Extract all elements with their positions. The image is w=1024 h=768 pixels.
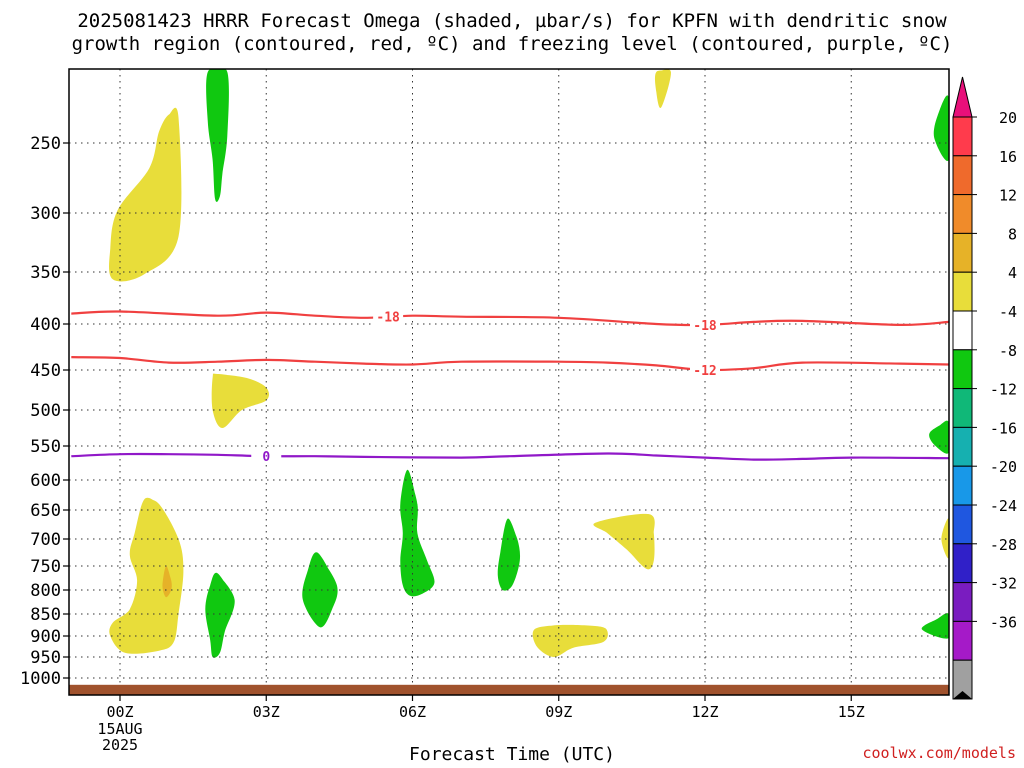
x-date-label-1: 15AUG	[97, 720, 142, 738]
omega-region-15	[941, 518, 949, 559]
omega-region-5	[211, 373, 270, 428]
colorbar-label-9: -16	[990, 419, 1017, 437]
contour-dgz_-18	[71, 310, 949, 327]
y-tick-label-400: 400	[30, 315, 61, 335]
x-tick-label-12Z: 12Z	[691, 703, 718, 721]
y-tick-label-850: 850	[30, 605, 61, 625]
y-tick-label-800: 800	[30, 581, 61, 601]
contour-label-dgz_-18: -18	[693, 319, 717, 334]
colorbar-label-12: -28	[990, 536, 1017, 554]
colorbar-label-5: 4	[1008, 264, 1017, 282]
y-tick-label-750: 750	[30, 557, 61, 577]
omega-region-13	[593, 513, 655, 570]
chart-title-line-2: growth region (contoured, red, ºC) and f…	[71, 33, 953, 55]
omega-region-7	[109, 497, 184, 654]
omega-region-10	[302, 552, 338, 628]
colorbar-swatch-4	[952, 232, 973, 273]
colorbar-swatch-9	[952, 426, 973, 467]
contour-label-dgz_-12: -12	[693, 364, 716, 379]
colorbar-swatch-1	[952, 116, 973, 157]
colorbar-label-7: -8	[999, 342, 1017, 360]
y-tick-label-300: 300	[30, 204, 61, 224]
colorbar-label-2: 16	[999, 148, 1017, 166]
colorbar-swatch-7	[952, 349, 973, 390]
plot-frame	[68, 68, 950, 696]
colorbar: 20 16 12 8 4 -4 -8 -12 -16 -20 -24 -28 -32 -36	[952, 76, 1017, 700]
omega-region-8	[162, 566, 172, 598]
x-tick-label-00Z: 00Z	[106, 703, 133, 721]
colorbar-label-4: 8	[1008, 225, 1017, 243]
y-tick-label-550: 550	[30, 437, 61, 457]
contour-layer: -18 -18 -12 0	[71, 308, 949, 465]
omega-region-4	[933, 95, 949, 162]
x-axis-title: Forecast Time (UTC)	[409, 744, 615, 765]
y-tick-label-500: 500	[30, 401, 61, 421]
y-tick-label-700: 700	[30, 530, 61, 550]
contour-label-bg	[690, 316, 720, 333]
colorbar-swatch-12	[952, 543, 973, 584]
colorbar-label-10: -20	[990, 458, 1017, 476]
y-tick-label-900: 900	[30, 627, 61, 647]
contour-label-bg	[690, 362, 720, 378]
y-tick-label-1000: 1000	[20, 669, 61, 689]
source-credit[interactable]: coolwx.com/models	[862, 744, 1016, 762]
contour-freezing_level_0	[71, 452, 949, 461]
axes-layer: 2503003504004505005506006507007508008509…	[20, 134, 865, 754]
colorbar-swatch-10	[952, 465, 973, 506]
colorbar-label-11: -24	[990, 497, 1017, 515]
omega-region-1	[109, 107, 182, 282]
colorbar-bottom-arrow	[953, 691, 972, 699]
y-tick-label-350: 350	[30, 263, 61, 283]
omega-region-16	[921, 613, 949, 639]
colorbar-swatch-14	[952, 620, 973, 661]
contour-label-freezing_level_0: 0	[262, 450, 270, 465]
contour-label-bg	[251, 448, 282, 465]
colorbar-label-6: -4	[999, 303, 1017, 321]
y-tick-label-250: 250	[30, 134, 61, 154]
contour-dgz_-12	[71, 356, 949, 372]
x-date-label-2: 2025	[102, 736, 138, 754]
colorbar-swatch-11	[952, 504, 973, 545]
colorbar-label-3: 12	[999, 187, 1017, 205]
omega-region-12	[497, 518, 521, 591]
y-tick-label-650: 650	[30, 501, 61, 521]
colorbar-swatch-6	[952, 310, 973, 351]
y-tick-label-600: 600	[30, 471, 61, 491]
omega-region-3	[654, 69, 671, 109]
y-tick-label-450: 450	[30, 361, 61, 381]
contour-label-bg	[373, 308, 404, 325]
colorbar-label-14: -36	[990, 613, 1017, 631]
terrain-layer	[69, 684, 949, 695]
colorbar-swatch-5	[952, 271, 973, 312]
colorbar-swatch-8	[952, 388, 973, 428]
omega-region-11	[400, 469, 435, 597]
colorbar-label-1: 20	[999, 109, 1017, 127]
contour-label-dgz_-18: -18	[376, 311, 400, 326]
gridlines-layer	[69, 69, 949, 685]
omega-region-2	[206, 69, 229, 202]
colorbar-swatch-2	[952, 155, 973, 196]
x-tick-label-03Z: 03Z	[253, 703, 280, 721]
x-tick-label-09Z: 09Z	[545, 703, 572, 721]
omega-shading-layer	[109, 69, 949, 658]
omega-region-9	[205, 572, 235, 658]
colorbar-top-arrow	[952, 76, 973, 118]
colorbar-swatch-3	[952, 194, 973, 234]
x-tick-label-15Z: 15Z	[838, 703, 865, 721]
colorbar-label-8: -12	[990, 381, 1017, 399]
omega-region-6	[929, 420, 949, 454]
y-tick-label-950: 950	[30, 648, 61, 668]
colorbar-label-13: -32	[990, 575, 1017, 593]
x-tick-label-06Z: 06Z	[399, 703, 426, 721]
omega-region-14	[532, 624, 608, 658]
chart-title-line-1: 2025081423 HRRR Forecast Omega (shaded, …	[77, 10, 947, 32]
terrain-band	[69, 684, 949, 695]
colorbar-swatch-13	[952, 582, 973, 622]
